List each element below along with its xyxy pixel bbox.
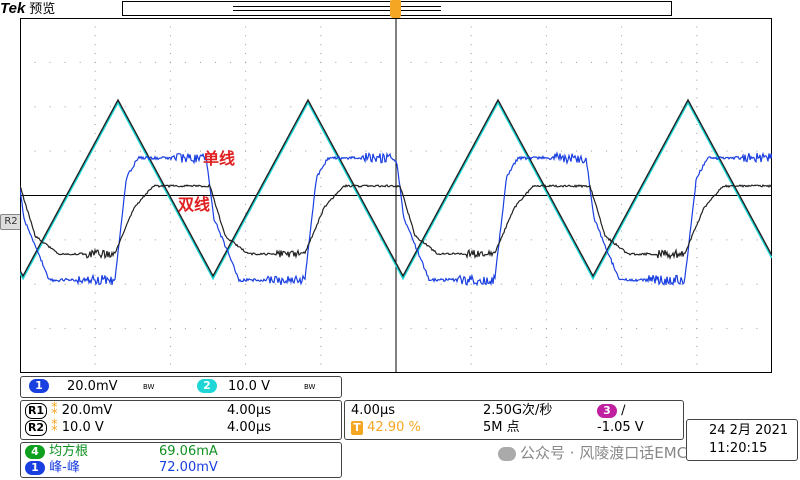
watermark-text: 公众号 · 风陵渡口话EMC — [520, 444, 687, 462]
trigger-position-marker[interactable] — [390, 0, 401, 17]
watermark: 公众号 · 风陵渡口话EMC — [498, 442, 687, 463]
ch1-bw-icon: BW — [143, 383, 154, 391]
date-display: 24 2月 2021 — [709, 423, 788, 439]
timebase-trigger-panel: 4.00µs 2.50G次/秒 T 42.90 % 5M 点 3 ∕ -1.05… — [344, 400, 684, 440]
trigger-position-row[interactable]: T 42.90 % — [351, 420, 421, 436]
ch1-badge[interactable]: 1 — [29, 379, 49, 393]
brand-header: Tek 预览 — [0, 0, 55, 18]
annotation-double-wire: 双线 — [178, 191, 210, 215]
trigger-level[interactable]: -1.05 V — [597, 420, 644, 436]
ref-r2-ground-marker[interactable]: R2 — [0, 214, 22, 230]
ch2-bw-icon: BW — [304, 383, 315, 391]
reference-panel: R1 ⁑ 20.0mV 4.00µs R2 ⁑ 10.0 V 4.00µs — [20, 400, 342, 440]
ref-r2-time: 4.00µs — [227, 420, 271, 436]
ref-r1-badge: R1 — [25, 403, 47, 419]
meas1-ch-badge: 4 — [25, 445, 45, 459]
trigger-slope-icon: ∕ — [621, 403, 625, 418]
record-length: 5M 点 — [483, 420, 520, 436]
ref-r1-link-icon: ⁑ — [51, 403, 58, 418]
trigger-source-badge: 3 — [597, 404, 617, 418]
ref-r2-badge: R2 — [25, 420, 47, 436]
ch2-badge[interactable]: 2 — [197, 379, 217, 393]
ref-r1-row[interactable]: R1 ⁑ 20.0mV — [25, 403, 112, 419]
trigger-t-icon: T — [351, 421, 363, 435]
datetime-panel: 24 2月 2021 11:20:15 — [686, 419, 798, 461]
trigger-position-value: 42.90 % — [367, 420, 421, 435]
acquisition-mode: 预览 — [29, 2, 55, 17]
sample-rate: 2.50G次/秒 — [483, 403, 552, 419]
measurement-row[interactable]: 1 峰-峰 — [25, 460, 80, 476]
ch2-scale[interactable]: 10.0 V — [228, 379, 270, 394]
channel-scale-bar: 1 20.0mV BW 2 10.0 V BW — [20, 376, 342, 398]
ref-r1-scale: 20.0mV — [62, 403, 113, 418]
meas2-ch-badge: 1 — [25, 461, 45, 475]
time-display: 11:20:15 — [709, 441, 767, 457]
meas1-value: 69.06mA — [159, 444, 218, 460]
meas1-name: 均方根 — [49, 444, 88, 459]
ref-r2-link-icon: ⁑ — [51, 420, 58, 435]
measurement-row[interactable]: 4 均方根 — [25, 444, 88, 460]
ch1-scale[interactable]: 20.0mV — [67, 379, 118, 394]
meas2-value: 72.00mV — [159, 460, 218, 476]
ref-r2-row[interactable]: R2 ⁑ 10.0 V — [25, 420, 104, 436]
brand-logo: Tek — [0, 0, 25, 17]
horizontal-scale[interactable]: 4.00µs — [351, 403, 395, 419]
waveform-graticule — [20, 18, 772, 373]
annotation-single-wire: 单线 — [203, 145, 235, 169]
trigger-source-row[interactable]: 3 ∕ — [597, 403, 626, 419]
ref-r1-time: 4.00µs — [227, 403, 271, 419]
wechat-icon — [498, 447, 516, 461]
meas2-name: 峰-峰 — [49, 460, 80, 475]
measurement-panel: 4 均方根 69.06mA 1 峰-峰 72.00mV — [20, 442, 342, 478]
ref-r2-scale: 10.0 V — [62, 420, 104, 435]
